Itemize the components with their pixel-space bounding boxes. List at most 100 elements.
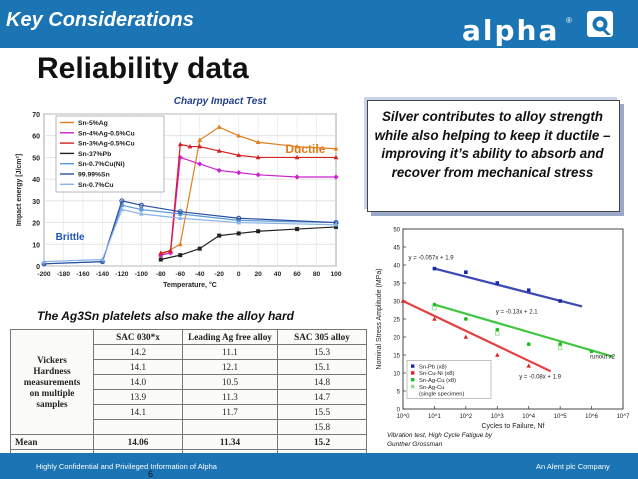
data-point (236, 133, 242, 138)
legend-label: Sn-Ag-Cu (x8) (419, 378, 456, 384)
fit-line (402, 300, 552, 373)
data-point (177, 209, 183, 215)
callout-text: Silver contributes to alloy strength whi… (374, 109, 611, 180)
legend-box (406, 360, 492, 399)
data-point (464, 270, 468, 274)
data-point (138, 202, 144, 208)
legend-label: Sn-0.7%Cu(Ni) (78, 161, 125, 168)
x-tick-label: 10^6 (585, 414, 598, 420)
row-label-line: Hardness (33, 365, 71, 376)
table-cell (182, 419, 278, 435)
x-tick-label: -140 (96, 271, 110, 278)
fatigue-note-line-2: Gunther Grossman (387, 441, 443, 448)
data-point (334, 224, 338, 229)
data-point (236, 231, 241, 236)
data-point (495, 281, 500, 285)
data-point (217, 233, 222, 238)
series-line (160, 126, 337, 256)
fit-label: y = -0.08x + 1.9 (519, 374, 561, 380)
data-point (333, 222, 339, 227)
x-tick-label: -40 (195, 271, 205, 278)
fit-line (434, 303, 614, 358)
x-tick-label: -160 (76, 271, 90, 278)
x-tick-label: -120 (115, 271, 129, 278)
data-point (256, 229, 261, 234)
table-cell: 13.9 (93, 389, 183, 405)
x-tick-label: -60 (176, 271, 186, 278)
data-point (216, 167, 222, 174)
data-point (333, 174, 339, 180)
y-tick-label: 5 (397, 390, 401, 396)
data-point (197, 161, 203, 167)
annotation-ductile: Ductile (285, 142, 325, 156)
data-point (119, 206, 125, 212)
table-cell: 15.3 (277, 344, 367, 360)
table-cell: 14.2 (93, 344, 183, 360)
data-point (294, 154, 300, 160)
y-axis-label: Nominal Stress Amplitude (MPa) (376, 268, 383, 369)
annotation-brittle: Brittle (56, 232, 85, 243)
table-cell: 11.3 (182, 389, 278, 405)
row-label-line: samples (36, 398, 68, 409)
x-tick-label: 20 (254, 271, 262, 278)
table-cell: 11.7 (182, 404, 278, 420)
data-point (168, 248, 173, 253)
table-cell: 12.1 (182, 359, 278, 375)
data-point (400, 298, 406, 303)
y-tick-label: 0 (397, 408, 401, 414)
footer-confidential: Highly Confidential and Privileged Infor… (36, 462, 217, 471)
data-point (526, 363, 531, 368)
data-point (432, 302, 437, 307)
x-tick-label: 10^7 (617, 414, 630, 420)
legend-label: Sn-0.7%Cu (78, 182, 114, 189)
legend-swatch (411, 384, 415, 389)
x-tick-label: 60 (293, 271, 301, 278)
legend-label: Sn-4%Ag-0.5%Cu (78, 130, 135, 137)
x-tick-label: 100 (330, 271, 341, 278)
data-point (557, 345, 563, 350)
data-point (177, 141, 183, 147)
legend-label: 99.99%Sn (78, 172, 110, 179)
data-point (495, 331, 500, 336)
table-row: 15.8 (11, 419, 367, 435)
registered-mark: ® (566, 16, 572, 25)
series-line (160, 143, 336, 254)
data-point (119, 198, 125, 204)
column-header: SAC 305 alloy (277, 329, 367, 345)
table-row: 14.1 11.7 15.5 (11, 404, 367, 420)
table-header-row: Vickers Hardness measurements on multipl… (10, 329, 367, 435)
fatigue-note-line-1: Vibration test, High Cycle Fatigue by (387, 432, 493, 439)
data-point (526, 342, 531, 347)
x-tick-label: 80 (313, 271, 321, 278)
mean-cell: 14.06 (93, 434, 183, 450)
data-point (463, 317, 468, 321)
x-tick-label: 40 (274, 271, 282, 278)
table-cell: 11.1 (182, 344, 278, 360)
y-tick-label: 15 (393, 354, 400, 360)
data-point (138, 211, 144, 216)
x-tick-label: -200 (37, 271, 51, 278)
y-tick-label: 60 (32, 134, 40, 141)
platelet-note: The Ag3Sn platelets also make the alloy … (37, 309, 294, 323)
y-tick-label: 50 (32, 155, 40, 162)
legend-label: Sn-Ag-Cu (419, 385, 444, 391)
legend-swatch (411, 371, 415, 375)
table-row: 13.9 11.3 14.7 (11, 389, 367, 405)
data-point (236, 219, 242, 225)
data-point (295, 227, 300, 232)
legend-label: Sn-3%Ag-0.5%Cu (78, 141, 135, 148)
row-label-line: Vickers (37, 354, 67, 365)
data-point (589, 349, 594, 354)
x-tick-label: 10^1 (428, 414, 441, 420)
header-title: Key Considerations (6, 9, 194, 31)
table-cell: 14.1 (93, 359, 183, 375)
data-point (197, 137, 203, 142)
data-point (119, 203, 124, 208)
y-tick-label: 10 (32, 242, 40, 249)
y-tick-label: 35 (393, 282, 400, 288)
y-tick-label: 0 (36, 264, 40, 271)
mean-cell: 11.34 (182, 434, 278, 450)
legend-label: Sn-37%Pb (78, 151, 111, 158)
header-bar (0, 0, 638, 48)
x-tick-label: 0 (237, 271, 241, 278)
